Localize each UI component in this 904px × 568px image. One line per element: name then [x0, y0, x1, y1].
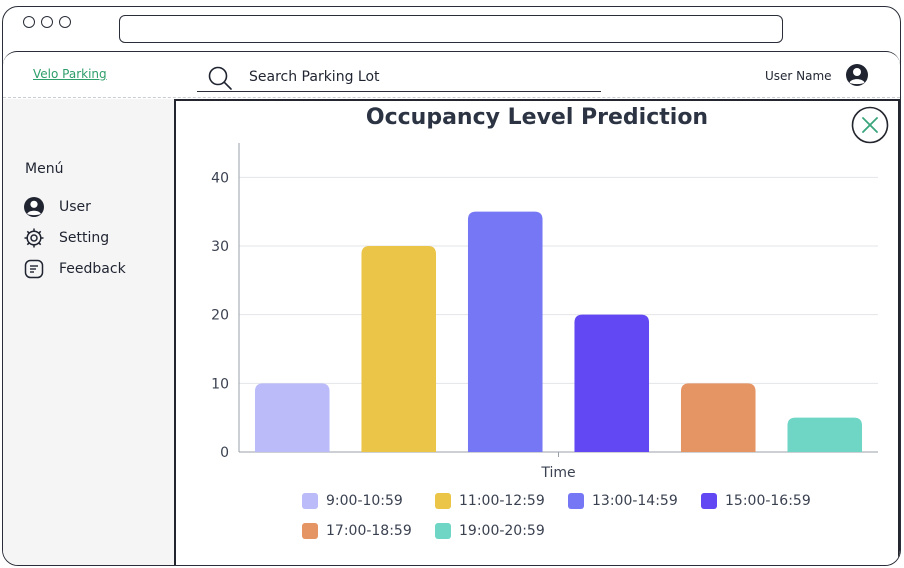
bar-chart: 0 10 20 30 40 Time	[211, 143, 878, 481]
window-control-close[interactable]	[23, 16, 35, 28]
chart-title: Occupancy Level Prediction	[365, 105, 709, 130]
legend-item: 11:00-12:59	[435, 493, 545, 509]
sidebar-item-label: User	[59, 199, 91, 215]
legend-swatch	[568, 493, 584, 509]
bar-15:00-16:59	[574, 314, 650, 452]
legend-swatch	[435, 493, 451, 509]
legend-label: 19:00-20:59	[459, 523, 545, 539]
bar-9:00-10:59	[254, 383, 330, 452]
bar-19:00-20:59	[787, 417, 863, 452]
legend-item: 19:00-20:59	[435, 523, 545, 539]
sidebar-item-setting[interactable]: Setting	[23, 226, 109, 250]
user-icon	[23, 196, 45, 218]
window-control-minimize[interactable]	[41, 16, 53, 28]
legend-item: 15:00-16:59	[701, 493, 811, 509]
window-control-maximize[interactable]	[59, 16, 71, 28]
y-tick-label: 40	[211, 170, 229, 186]
navbar-divider	[3, 97, 900, 98]
legend-item: 13:00-14:59	[568, 493, 678, 509]
legend-label: 17:00-18:59	[326, 523, 412, 539]
y-tick-label: 30	[211, 239, 229, 255]
search-input[interactable]	[247, 65, 591, 89]
close-icon[interactable]	[851, 106, 889, 148]
legend-item: 9:00-10:59	[302, 493, 403, 509]
legend-swatch	[701, 493, 717, 509]
legend-swatch	[302, 493, 318, 509]
sidebar-item-feedback[interactable]: Feedback	[23, 257, 126, 281]
bar-11:00-12:59	[361, 246, 437, 452]
window-titlebar	[3, 7, 900, 51]
legend-item: 17:00-18:59	[302, 523, 412, 539]
app-logo-link[interactable]: Velo Parking	[33, 67, 107, 81]
y-tick-label: 10	[211, 376, 229, 392]
legend-label: 13:00-14:59	[592, 493, 678, 509]
y-tick-label: 0	[220, 445, 229, 461]
sidebar-item-label: Setting	[59, 230, 110, 246]
legend-swatch	[302, 523, 318, 539]
bar-17:00-18:59	[680, 383, 756, 452]
feedback-icon	[23, 258, 45, 280]
y-tick-label: 20	[211, 308, 229, 324]
legend-swatch	[435, 523, 451, 539]
menu-title: Menú	[25, 161, 64, 177]
user-name: User Name	[765, 69, 832, 83]
sidebar-item-label: Feedback	[59, 261, 126, 277]
browser-window: Velo Parking User Name Menú	[2, 6, 901, 566]
user-avatar-icon[interactable]	[845, 63, 869, 91]
legend-label: 9:00-10:59	[326, 493, 403, 509]
gear-icon	[23, 227, 45, 249]
address-bar[interactable]	[119, 15, 783, 43]
sidebar-item-user[interactable]: User	[23, 195, 91, 219]
sidebar: Menú User	[3, 99, 174, 565]
search-icon[interactable]	[207, 65, 233, 95]
bar-13:00-14:59	[467, 211, 543, 452]
legend-label: 15:00-16:59	[725, 493, 811, 509]
search-bar[interactable]	[197, 61, 601, 92]
legend-label: 11:00-12:59	[459, 493, 545, 509]
prediction-modal: Occupancy Level Prediction 0 10 20 30 40 Time…	[174, 99, 900, 565]
x-axis-label: Time	[540, 465, 575, 481]
